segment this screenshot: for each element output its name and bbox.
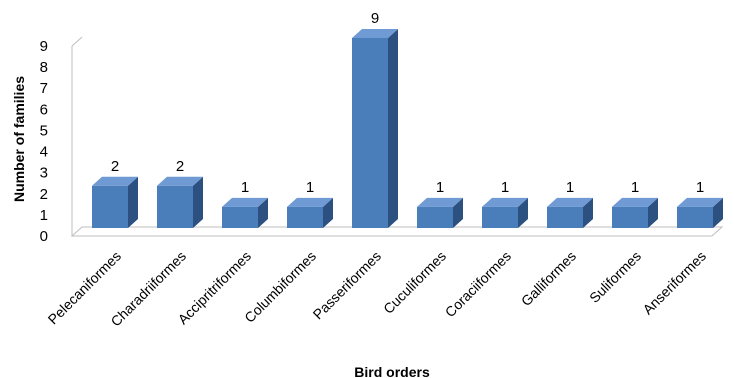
- bar-front: [677, 206, 713, 228]
- floor-plane: [70, 226, 724, 237]
- bar-top: [222, 197, 268, 207]
- bar: [677, 197, 723, 228]
- data-label: 1: [501, 179, 509, 196]
- bar-front: [157, 185, 193, 228]
- data-label: 2: [111, 158, 119, 175]
- bar: [482, 197, 528, 228]
- x-axis-categories: PelecaniformesCharadriiformesAccipritrif…: [45, 248, 710, 330]
- bar-top: [482, 197, 528, 207]
- y-axis-title: Number of families: [11, 76, 27, 202]
- x-axis-title: Bird orders: [354, 364, 430, 378]
- bar-top: [677, 197, 723, 207]
- data-label: 1: [436, 179, 444, 196]
- bar-top: [352, 29, 398, 38]
- bar-side: [583, 197, 593, 228]
- y-tick-label: 7: [40, 80, 48, 97]
- bar-side: [258, 197, 268, 228]
- bar-front: [417, 206, 453, 228]
- bar-side: [518, 197, 528, 228]
- bar-top: [417, 197, 463, 207]
- data-label: 1: [631, 179, 639, 196]
- bars: [92, 29, 723, 228]
- y-tick-label: 5: [40, 122, 48, 139]
- bar: [417, 197, 463, 228]
- bar-front: [222, 206, 258, 228]
- bar-front: [352, 38, 388, 228]
- bar: [222, 197, 268, 228]
- y-tick-label: 8: [40, 59, 48, 76]
- bar: [157, 176, 203, 228]
- bar-top: [157, 176, 203, 186]
- bar-side: [193, 176, 203, 228]
- y-tick-label: 2: [40, 186, 48, 203]
- bar-side: [323, 197, 333, 228]
- bar-side: [128, 176, 138, 228]
- bar: [547, 197, 593, 228]
- bar: [612, 197, 658, 228]
- data-label: 1: [566, 179, 574, 196]
- x-category-label: Suliformes: [586, 248, 644, 306]
- y-tick-label: 9: [40, 38, 48, 55]
- data-label: 9: [371, 10, 379, 27]
- x-category-label: Passeriformes: [310, 248, 385, 323]
- bar-top: [547, 197, 593, 207]
- bar-front: [547, 206, 583, 228]
- bar-top: [287, 197, 333, 207]
- bar-side: [713, 197, 723, 228]
- bar: [352, 29, 398, 228]
- bar-side: [648, 197, 658, 228]
- y-axis: 0 1 2 3 4 5 6 7 8 9: [40, 36, 83, 245]
- bar-front: [287, 206, 323, 228]
- y-tick-label: 3: [40, 165, 48, 182]
- bar-side: [453, 197, 463, 228]
- data-label: 1: [306, 179, 314, 196]
- y-tick-label: 4: [40, 144, 48, 161]
- bar: [92, 176, 138, 228]
- bar: [287, 197, 333, 228]
- bar-top: [92, 176, 138, 186]
- y-tick-label: 1: [40, 207, 48, 224]
- x-category-label: Anseriformes: [639, 248, 709, 318]
- bar-front: [482, 206, 518, 228]
- x-category-label: Cuculiformes: [380, 248, 449, 317]
- bar-side: [388, 29, 398, 228]
- y-tick-label: 6: [40, 101, 48, 118]
- x-category-label: Galliformes: [518, 248, 579, 309]
- y-tick-label: 0: [40, 228, 48, 245]
- bar-front: [612, 206, 648, 228]
- data-label: 2: [176, 158, 184, 175]
- bar-front: [92, 185, 128, 228]
- data-labels: 2 2 1 1 9 1 1 1 1 1: [111, 10, 704, 196]
- bar-top: [612, 197, 658, 207]
- y-axis-top-edge: [71, 36, 83, 47]
- data-label: 1: [696, 179, 704, 196]
- chart-floor: [70, 226, 724, 237]
- x-category-label: Coraciiformes: [442, 248, 514, 320]
- data-label: 1: [241, 179, 249, 196]
